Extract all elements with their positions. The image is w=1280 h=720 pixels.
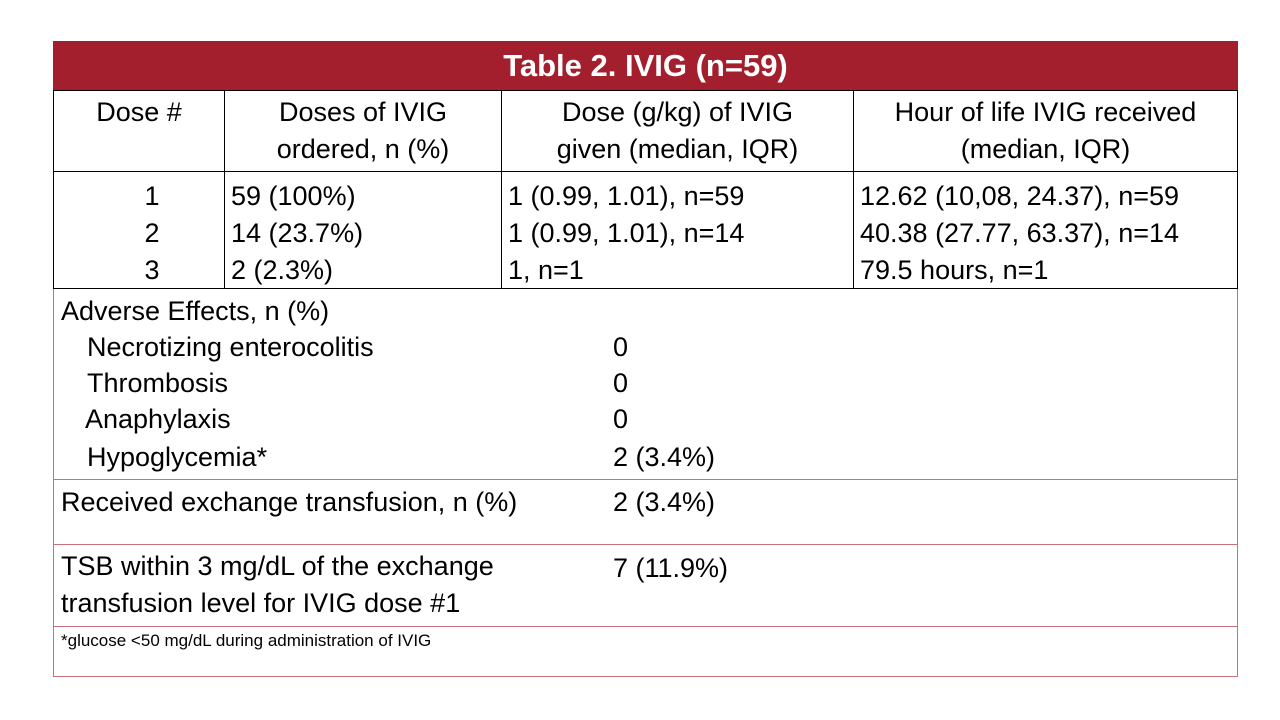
dose-number-column: 1 2 3	[53, 171, 225, 289]
header-hour-received-line1: Hour of life IVIG received	[894, 97, 1197, 127]
tsb-row: TSB within 3 mg/dL of the exchange trans…	[53, 545, 1238, 627]
header-hour-received: Hour of life IVIG received (median, IQR)	[853, 90, 1238, 172]
adverse-effects-section: Adverse Effects, n (%) Necrotizing enter…	[53, 289, 1238, 480]
dose-number-1: 1	[144, 181, 160, 211]
header-dose-number-text: Dose #	[96, 97, 182, 127]
dose-given-3: 1, n=1	[508, 255, 584, 285]
doses-ordered-2: 14 (23.7%)	[231, 218, 364, 248]
hour-received-3: 79.5 hours, n=1	[860, 255, 1049, 285]
tsb-value: 7 (11.9%)	[613, 553, 729, 583]
adverse-effects-heading: Adverse Effects, n (%)	[61, 296, 330, 326]
exchange-transfusion-value: 2 (3.4%)	[613, 487, 716, 517]
adverse-value-thrombosis: 0	[613, 368, 629, 398]
adverse-value-hypoglycemia: 2 (3.4%)	[613, 442, 716, 472]
header-doses-ordered-line1: Doses of IVIG	[278, 97, 448, 127]
adverse-label-anaphylaxis: Anaphylaxis	[85, 404, 231, 434]
dose-given-2: 1 (0.99, 1.01), n=14	[508, 218, 745, 248]
dose-given-1: 1 (0.99, 1.01), n=59	[508, 181, 745, 211]
header-dose-given-line2: given (median, IQR)	[556, 134, 799, 164]
doses-ordered-3: 2 (2.3%)	[231, 255, 334, 285]
header-doses-ordered-line2: ordered, n (%)	[276, 134, 450, 164]
doses-ordered-1: 59 (100%)	[231, 181, 356, 211]
header-dose-number: Dose #	[53, 90, 225, 172]
adverse-label-necrotizing-enterocolitis: Necrotizing enterocolitis	[87, 332, 374, 362]
footnote-row: *glucose <50 mg/dL during administration…	[53, 627, 1238, 677]
hour-received-2: 40.38 (27.77, 63.37), n=14	[860, 218, 1180, 248]
exchange-transfusion-row: Received exchange transfusion, n (%) 2 (…	[53, 480, 1238, 545]
header-dose-given: Dose (g/kg) of IVIG given (median, IQR)	[501, 90, 854, 172]
header-hour-received-line2: (median, IQR)	[960, 134, 1131, 164]
adverse-value-anaphylaxis: 0	[613, 404, 629, 434]
exchange-transfusion-label: Received exchange transfusion, n (%)	[61, 487, 518, 517]
footnote: *glucose <50 mg/dL during administration…	[61, 631, 432, 650]
ivig-table: Table 2. IVIG (n=59) Dose # Doses of IVI…	[53, 41, 1238, 677]
hour-received-1: 12.62 (10,08, 24.37), n=59	[860, 181, 1180, 211]
tsb-label-line1: TSB within 3 mg/dL of the exchange	[61, 551, 494, 581]
dose-given-column: 1 (0.99, 1.01), n=59 1 (0.99, 1.01), n=1…	[501, 171, 854, 289]
tsb-label-line2: transfusion level for IVIG dose #1	[61, 588, 461, 618]
dose-number-2: 2	[144, 218, 160, 248]
adverse-value-necrotizing-enterocolitis: 0	[613, 332, 629, 362]
table-title: Table 2. IVIG (n=59)	[53, 41, 1238, 90]
hour-received-column: 12.62 (10,08, 24.37), n=59 40.38 (27.77,…	[853, 171, 1238, 289]
doses-ordered-column: 59 (100%) 14 (23.7%) 2 (2.3%)	[224, 171, 502, 289]
header-dose-given-line1: Dose (g/kg) of IVIG	[561, 97, 794, 127]
header-doses-ordered: Doses of IVIG ordered, n (%)	[224, 90, 502, 172]
dose-number-3: 3	[144, 255, 160, 285]
adverse-label-thrombosis: Thrombosis	[87, 368, 229, 398]
adverse-label-hypoglycemia: Hypoglycemia*	[87, 442, 268, 472]
